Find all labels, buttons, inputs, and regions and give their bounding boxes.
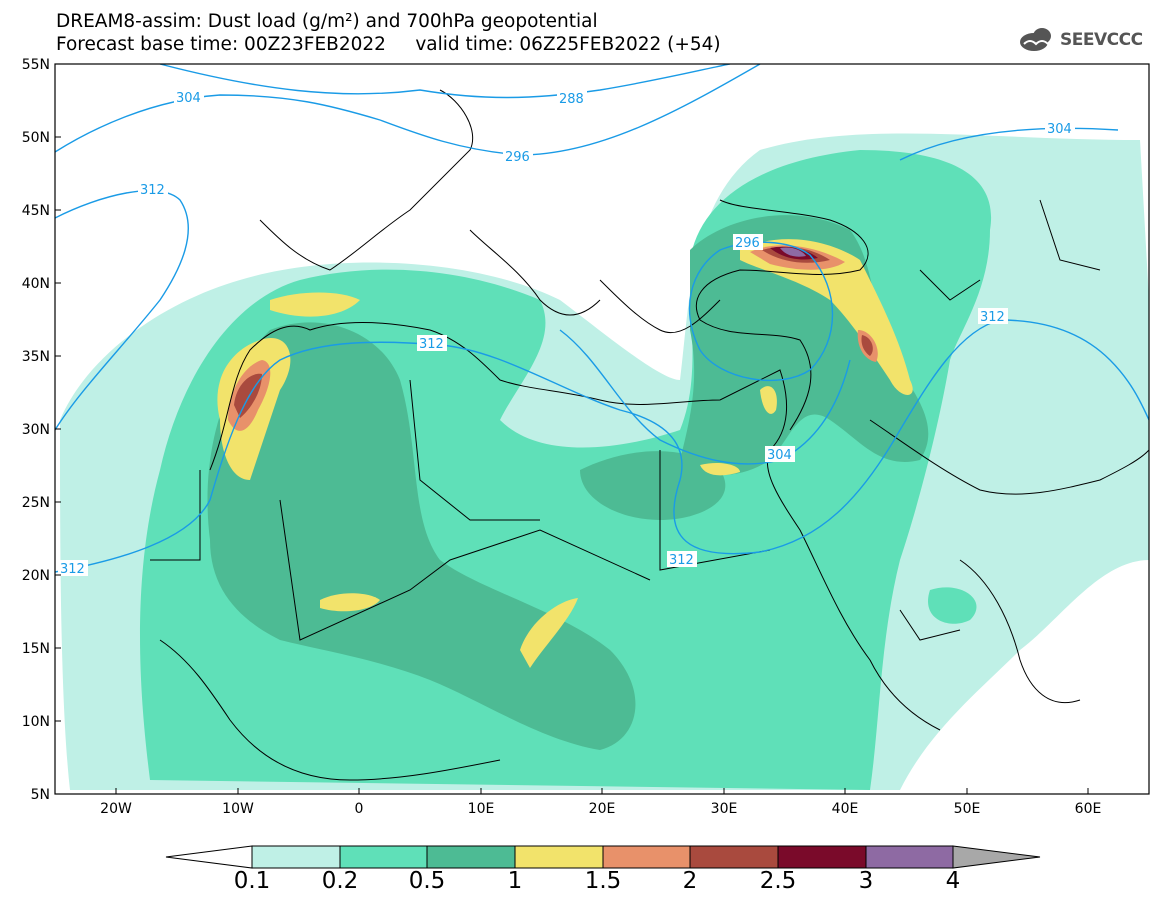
colorbar-tick: 2.5: [759, 868, 797, 894]
lat-label: 50N: [22, 130, 50, 146]
colorbar-swatch: [777, 845, 867, 869]
colorbar-tick: 3: [858, 868, 874, 894]
lon-label: 20E: [589, 801, 616, 817]
contour-label: 304: [1047, 122, 1072, 137]
lon-label: 60E: [1075, 801, 1102, 817]
lat-label: 25N: [22, 495, 50, 511]
colorbar-swatch: [251, 845, 341, 869]
lat-label: 40N: [22, 276, 50, 292]
colorbar-right-arrow: [952, 845, 1041, 869]
contour-label: 312: [140, 183, 165, 198]
lat-label: 10N: [22, 714, 50, 730]
dust-layer-3: [780, 247, 806, 257]
lat-label: 55N: [22, 57, 50, 73]
contour-label: 288: [559, 92, 584, 107]
colorbar-swatch: [514, 845, 604, 869]
lon-label: 40E: [832, 801, 859, 817]
colorbar-tick: 0.2: [321, 868, 359, 894]
forecast-time-line: Forecast base time: 00Z23FEB2022 valid t…: [56, 34, 721, 55]
lat-label: 15N: [22, 641, 50, 657]
lat-label: 20N: [22, 568, 50, 584]
lon-label: 20W: [100, 801, 132, 817]
colorbar-tick: 0.5: [408, 868, 446, 894]
contour-label: 312: [980, 310, 1005, 325]
coastlines: [150, 89, 1149, 781]
colorbar: [165, 845, 1041, 869]
contour-label: 304: [767, 448, 792, 463]
contour-label: 296: [505, 150, 530, 165]
lon-label: 50E: [954, 801, 981, 817]
contour-label: 312: [669, 553, 694, 568]
colorbar-tick: 0.1: [233, 868, 271, 894]
colorbar-swatch: [426, 845, 516, 869]
axis-ticks: [55, 63, 1089, 794]
lon-label: 10W: [222, 801, 254, 817]
colorbar-swatch: [339, 845, 428, 869]
colorbar-tick: 4: [945, 868, 961, 894]
colorbar-swatch: [865, 845, 954, 869]
contour-label: 312: [419, 337, 444, 352]
lat-label: 30N: [22, 422, 50, 438]
colorbar-swatch: [689, 845, 779, 869]
lat-label: 35N: [22, 349, 50, 365]
lat-label: 5N: [31, 787, 50, 803]
lon-label: 30E: [711, 801, 738, 817]
latitude-labels: 55N 50N 45N 40N 35N 30N 25N 20N 15N 10N …: [22, 57, 50, 803]
longitude-labels: 20W 10W 0 10E 20E 30E 40E 50E 60E: [100, 801, 1101, 817]
colorbar-tick: 1.5: [584, 868, 622, 894]
map-title: DREAM8-assim: Dust load (g/m²) and 700hP…: [56, 11, 598, 32]
contour-labels: 304 288 296 312 312 304 296 312 312 304 …: [58, 89, 1075, 577]
contour-label: 312: [60, 562, 85, 577]
contour-label: 296: [735, 236, 760, 251]
lon-label: 0: [355, 801, 364, 817]
colorbar-left-arrow: [165, 845, 253, 869]
lat-label: 45N: [22, 203, 50, 219]
logo-text: SEEVCCC: [1060, 30, 1143, 50]
lon-label: 10E: [468, 801, 495, 817]
colorbar-tick: 1: [507, 868, 523, 894]
cloud-icon: [1020, 28, 1051, 51]
seevccc-logo: [1020, 28, 1051, 51]
colorbar-swatch: [602, 845, 691, 869]
colorbar-tick: 2: [682, 868, 698, 894]
contour-label: 304: [176, 91, 201, 106]
